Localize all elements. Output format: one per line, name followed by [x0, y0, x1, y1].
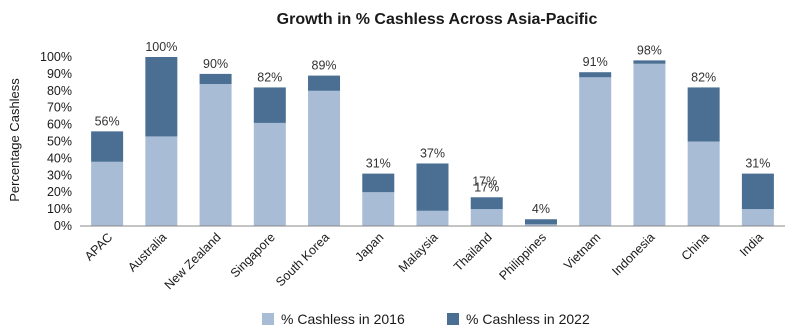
x-tick-label: South Korea	[273, 230, 332, 289]
y-tick-label: 50%	[47, 135, 72, 149]
bar-segment-2022	[145, 57, 178, 137]
legend-swatch-2022	[447, 313, 459, 325]
chart-title: Growth in % Cashless Across Asia-Pacific	[277, 11, 598, 28]
data-label: 31%	[745, 157, 770, 171]
bar-segment-2022	[416, 163, 449, 211]
data-label-overlap: 17%	[472, 174, 497, 188]
data-label: 4%	[532, 202, 550, 216]
data-label: 90%	[203, 57, 228, 71]
legend-label-2016: % Cashless in 2016	[281, 311, 405, 327]
x-tick-label: Australia	[125, 230, 169, 274]
bar-segment-2022	[91, 131, 124, 162]
bar-segment-2022	[741, 173, 774, 210]
bar-segment-2022	[199, 73, 232, 85]
data-label: 82%	[257, 70, 282, 84]
bar-segment-2022	[308, 75, 341, 91]
bar-segment-2016	[579, 77, 612, 226]
bar-segment-2016	[308, 90, 341, 226]
bar-segment-2022	[687, 87, 720, 142]
data-label: 100%	[145, 40, 177, 54]
x-tick-label: New Zealand	[162, 230, 224, 292]
y-tick-label: 40%	[47, 151, 72, 165]
data-label: 56%	[95, 114, 120, 128]
bar-segment-2016	[741, 209, 774, 226]
y-tick-label: 0%	[54, 219, 72, 233]
y-tick-label: 80%	[47, 84, 72, 98]
bar-segment-2016	[633, 63, 666, 227]
data-label: 98%	[637, 43, 662, 57]
data-labels: 56% 100% 90% 82% 89% 31% 37% 17% 4% 91% 98% 82% 31% 1…	[95, 40, 771, 216]
x-tick-label: Philippines	[496, 230, 549, 283]
bar-segment-2016	[416, 210, 449, 226]
legend-swatch-2016	[262, 313, 274, 325]
x-tick-label: Malaysia	[396, 230, 441, 275]
bar-segment-2022	[633, 60, 666, 64]
x-tick-label: Japan	[352, 230, 386, 264]
data-label: 17%	[474, 180, 499, 194]
bar-segment-2022	[579, 72, 612, 78]
bar-segment-2016	[524, 224, 557, 226]
bar-segment-2016	[362, 192, 395, 226]
bar-segment-2022	[470, 197, 503, 210]
y-tick-label: 10%	[47, 202, 72, 216]
y-tick-label: 100%	[40, 50, 72, 64]
x-tick-label: Indonesia	[609, 230, 657, 278]
y-tick-label: 60%	[47, 118, 72, 132]
x-tick-label: China	[679, 230, 712, 263]
bar-segment-2022	[362, 173, 395, 193]
y-axis-ticks: 0% 10% 20% 30% 40% 50% 60% 70% 80% 90% 100%	[40, 50, 72, 233]
y-tick-label: 70%	[47, 101, 72, 115]
data-label: 31%	[366, 157, 391, 171]
bar-segment-2016	[687, 141, 720, 226]
y-tick-label: 90%	[47, 67, 72, 81]
bars	[91, 57, 774, 227]
bar-segment-2016	[199, 84, 232, 226]
bar-segment-2022	[524, 219, 557, 225]
x-tick-label: Singapore	[228, 230, 278, 280]
x-tick-label: Vietnam	[561, 230, 603, 272]
bar-segment-2016	[145, 136, 178, 226]
legend-label-2022: % Cashless in 2022	[466, 311, 590, 327]
bar-segment-2016	[91, 161, 124, 226]
data-label: 91%	[583, 55, 608, 69]
data-label: 82%	[691, 70, 716, 84]
bar-segment-2016	[470, 209, 503, 226]
x-tick-label: Thailand	[451, 230, 495, 274]
legend: % Cashless in 2016 % Cashless in 2022	[262, 311, 590, 327]
y-axis-label: Percentage Cashless	[7, 78, 22, 202]
x-tick-label: India	[737, 230, 766, 259]
y-tick-label: 30%	[47, 168, 72, 182]
data-label: 37%	[420, 146, 445, 160]
bar-segment-2022	[253, 87, 286, 123]
data-label: 89%	[312, 59, 337, 73]
y-tick-label: 20%	[47, 185, 72, 199]
x-tick-label: APAC	[82, 230, 115, 263]
bar-segment-2016	[253, 122, 286, 226]
